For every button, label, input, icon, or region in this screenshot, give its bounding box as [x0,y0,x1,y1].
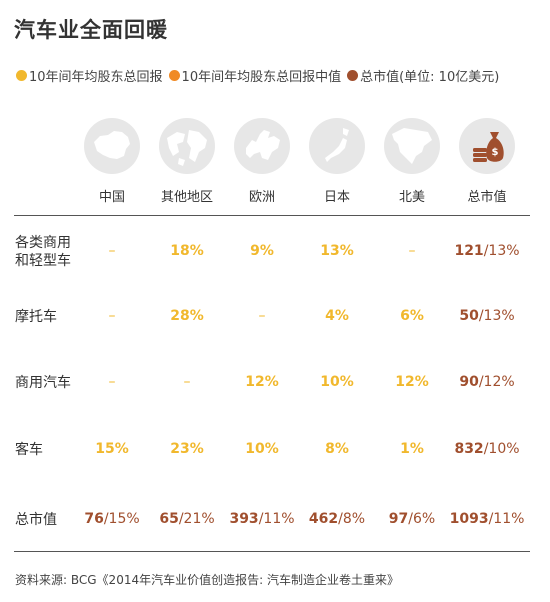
cell: – [408,243,416,259]
market-cap-cell: 393/11% [229,511,295,527]
cell: 10% [320,374,354,390]
cell: 28% [170,308,204,324]
legend: 10年间年均股东总回报 10年间年均股东总回报中值 总市值(单位: 10亿美元) [16,66,505,85]
legend-label: 10年间年均股东总回报中值 [181,70,342,85]
cell: 9% [250,243,274,259]
row-label: 总市值 [15,512,57,528]
cell: 15% [95,441,129,457]
legend-label: 总市值(单位: 10亿美元) [360,70,500,85]
cell: 13% [320,243,354,259]
table-row-total-market-cap: 总市值 76/15% 65/21% 393/11% 462/8% 97/6% 1… [0,507,550,537]
market-cap-cell: 76/15% [84,511,140,527]
legend-item-market-cap: 总市值(单位: 10亿美元) [347,66,499,85]
cell: 23% [170,441,204,457]
cell: – [108,374,116,390]
legend-label: 10年间年均股东总回报 [29,70,163,85]
header-divider [14,215,530,216]
cell: 1% [400,441,424,457]
col-header-europe: 欧洲 [248,190,275,205]
col-header-north-america: 北美 [398,190,425,205]
legend-item-avg-tsr: 10年间年均股东总回报 [16,66,163,85]
row-label: 摩托车 [15,309,57,325]
table-row-motorcycle: 摩托车 – 28% – 4% 6% 50/13% [0,304,550,334]
region-icons-row: $ [0,118,550,176]
col-header-china: 中国 [98,190,125,205]
table-row-commercial-vehicle: 商用汽车 – – 12% 10% 12% 90/12% [0,370,550,400]
col-header-market-cap: 总市值 [467,190,507,205]
market-cap-cell: 121/13% [454,243,520,259]
money-bag-coins-icon: $ [459,118,515,174]
svg-text:$: $ [492,147,499,158]
orange-dot-icon [168,70,180,81]
cell: – [258,308,266,324]
cell: – [183,374,191,390]
market-cap-cell: 832/10% [454,441,520,457]
col-header-other-regions: 其他地区 [160,190,213,205]
cell: 4% [325,308,349,324]
row-label-line: 和轻型车 [15,253,71,269]
china-map-icon [84,118,140,174]
footer-divider [14,551,530,552]
column-headers: 中国 其他地区 欧洲 日本 北美 总市值 [0,186,550,206]
market-cap-cell: 65/21% [159,511,215,527]
cell: 12% [395,374,429,390]
market-cap-cell: 90/12% [459,374,515,390]
cell: 12% [245,374,279,390]
market-cap-cell: 97/6% [388,511,436,527]
legend-item-median-tsr: 10年间年均股东总回报中值 [168,66,342,85]
yellow-dot-icon [16,70,27,81]
cell: – [108,308,116,324]
source-note: 资料来源: BCG《2014年汽车业价值创造报告: 汽车制造企业卷土重来》 [15,573,399,587]
cell: 18% [170,243,204,259]
row-label: 各类商用 和轻型车 [15,234,71,270]
col-header-japan: 日本 [323,190,350,205]
globe-icon [159,118,215,174]
row-label-line: 各类商用 [15,235,71,251]
market-cap-cell: 1093/11% [449,511,525,527]
cell: 8% [325,441,349,457]
table-row-commercial-light: 各类商用 和轻型车 – 18% 9% 13% – 121/13% [0,232,550,272]
japan-map-icon [309,118,365,174]
market-cap-cell: 50/13% [459,308,515,324]
europe-map-icon [234,118,290,174]
page-title: 汽车业全面回暖 [14,18,168,42]
row-label: 商用汽车 [15,375,71,391]
cell: 10% [245,441,279,457]
row-label: 客车 [15,442,43,458]
brown-dot-icon [347,70,359,81]
cell: – [108,243,116,259]
table-row-passenger-car: 客车 15% 23% 10% 8% 1% 832/10% [0,437,550,467]
market-cap-cell: 462/8% [308,511,366,527]
cell: 6% [400,308,424,324]
north-america-map-icon [384,118,440,174]
